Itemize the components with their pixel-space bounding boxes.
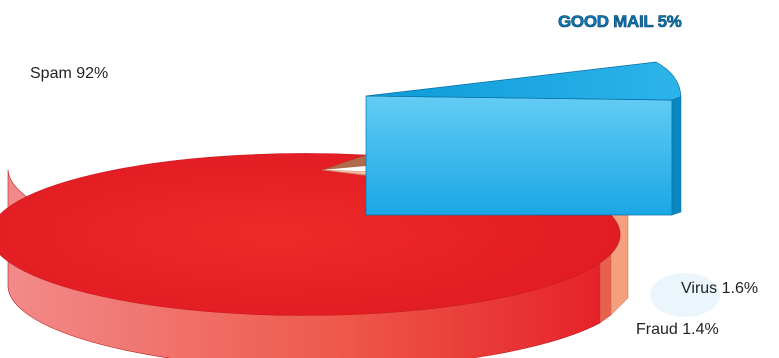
label-good-mail: GOOD MAIL 5% — [558, 12, 682, 31]
label-fraud: Fraud 1.4% — [636, 321, 719, 338]
reflection-shadow — [650, 273, 720, 317]
slice-center-shadow — [322, 155, 366, 170]
label-spam: Spam 92% — [30, 65, 108, 82]
slice-good-mail — [365, 61, 682, 101]
slice-good-mail-edge — [671, 96, 682, 216]
label-virus: Virus 1.6% — [681, 280, 758, 297]
slice-good-mail-front — [365, 95, 673, 216]
